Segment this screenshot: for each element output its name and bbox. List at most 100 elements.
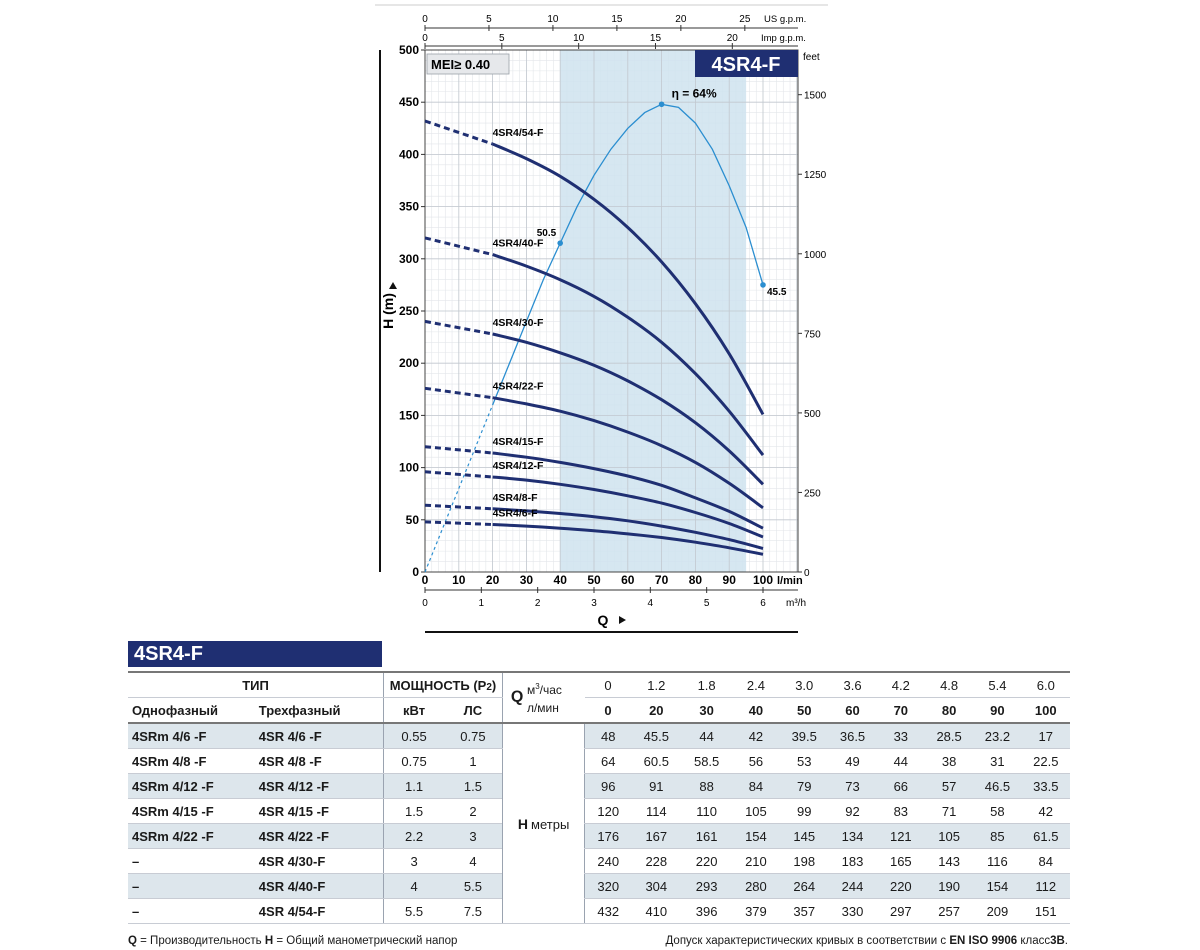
usgpm-tick-label: 20 — [675, 14, 687, 25]
cell-head: 92 — [828, 798, 877, 824]
q-m3h-8: 5.4 — [973, 671, 1022, 698]
m3h-tick-label: 1 — [479, 598, 485, 609]
feet-tick-label: 500 — [804, 409, 821, 420]
y-tick-label: 250 — [399, 304, 419, 318]
footer-h: H — [264, 935, 274, 947]
cell-head: 36.5 — [828, 723, 877, 749]
curve-label: 4SR4/12-F — [493, 460, 544, 472]
cell-three-phase: 4SR 4/30-F — [254, 848, 384, 874]
head-curve — [492, 142, 765, 416]
cell-head: 105 — [924, 823, 974, 849]
feet-unit-label: feet — [803, 52, 820, 63]
mei-badge: MEI≥ 0.40 — [431, 57, 490, 72]
efficiency-point — [658, 101, 665, 108]
cell-head: 190 — [924, 873, 974, 899]
q-lmin-4: 50 — [780, 697, 829, 724]
cell-head: 48 — [584, 723, 632, 749]
cell-head: 114 — [631, 798, 682, 824]
footer-h-text: = Общий манометрический напор — [273, 935, 458, 947]
cell-head: 31 — [973, 748, 1022, 774]
impgpm-tick-label: 20 — [727, 33, 739, 44]
cell-head: 145 — [780, 823, 829, 849]
cell-three-phase: 4SR 4/22 -F — [254, 823, 384, 849]
x-tick-label: 20 — [486, 573, 500, 587]
head-curve-dashed — [424, 236, 493, 257]
cell-head: 432 — [584, 898, 632, 924]
cell-head: 297 — [876, 898, 925, 924]
cell-head: 105 — [731, 798, 781, 824]
cell-head: 17 — [1021, 723, 1070, 749]
cell-single-phase: – — [128, 848, 255, 874]
head-curve — [492, 396, 764, 510]
cell-kw: 0.55 — [383, 723, 444, 749]
cell-head: 110 — [681, 798, 732, 824]
cell-head: 79 — [780, 773, 829, 799]
table-row: 4SRm 4/15 -F 4SR 4/15 -F 1.5 2 120 114 110 105 9… — [128, 798, 1070, 824]
cell-head: 28.5 — [924, 723, 974, 749]
cell-head: 304 — [631, 873, 682, 899]
impgpm-unit-label: Imp g.p.m. — [761, 33, 806, 44]
unit-lmin: л/мин — [526, 701, 559, 715]
cell-head: 198 — [780, 848, 829, 874]
cell-hp: 2 — [444, 798, 503, 824]
cell-head: 57 — [924, 773, 974, 799]
feet-tick-label: 1000 — [804, 250, 827, 261]
curve-label: 4SR4/40-F — [493, 238, 544, 250]
q-m3h-0: 0 — [584, 671, 632, 698]
cell-head: 83 — [876, 798, 925, 824]
impgpm-tick-label: 15 — [650, 33, 662, 44]
cell-head: 85 — [973, 823, 1022, 849]
y-tick-label: 200 — [399, 356, 419, 370]
x-tick-label: 50 — [587, 573, 601, 587]
header-type: ТИП — [128, 671, 384, 698]
q-m3h-4: 3.0 — [780, 671, 829, 698]
cell-single-phase: – — [128, 898, 255, 924]
cell-hp: 7.5 — [444, 898, 503, 924]
cell-head: 99 — [780, 798, 829, 824]
cell-head: 116 — [973, 848, 1022, 874]
x-tick-label: 70 — [655, 573, 669, 587]
cell-head: 91 — [631, 773, 682, 799]
table-row: –4SR 4/30-F 3 4 240 228 220 210 198 183 165 143 116… — [128, 848, 1070, 874]
cell-hp: 3 — [444, 823, 503, 849]
q-m3h-1: 1.2 — [631, 671, 682, 698]
table-header-row-1: ТИП МОЩНОСТЬ (P2) Q м3/час л/мин 0 1.2 1… — [128, 671, 1070, 724]
cell-head: 71 — [924, 798, 974, 824]
y-tick-label: 400 — [399, 147, 419, 161]
x-tick-label: 40 — [554, 573, 568, 587]
head-curve-dashed — [424, 520, 493, 526]
cell-head: 240 — [584, 848, 632, 874]
x-tick-label: 0 — [422, 573, 429, 587]
cell-head: 56 — [731, 748, 781, 774]
h-label: H — [517, 815, 529, 832]
cell-head: 42 — [1021, 798, 1070, 824]
head-curves — [424, 119, 765, 556]
q-m3h-3: 2.4 — [731, 671, 781, 698]
m3h-tick-label: 6 — [760, 598, 766, 609]
footer-tolerance-text: Допуск характеристических кривых в соотв… — [665, 935, 950, 947]
m3h-tick-label: 0 — [422, 598, 428, 609]
cell-hp: 4 — [444, 848, 503, 874]
cell-head: 45.5 — [631, 723, 682, 749]
curve-labels: 4SR4/54-F 4SR4/40-F 4SR4/30-F 4SR4/22-F 4SR4… — [493, 127, 544, 520]
q-lmin-5: 60 — [828, 697, 877, 724]
header-power: МОЩНОСТЬ (P2) — [383, 671, 503, 698]
usgpm-tick-label: 25 — [739, 14, 751, 25]
table-row: 4SRm 4/22 -F 4SR 4/22 -F 2.2 3 176 167 161 154 1… — [128, 823, 1070, 849]
footer-q: Q — [128, 935, 137, 947]
cell-head: 66 — [876, 773, 925, 799]
m3h-tick-label: 2 — [535, 598, 541, 609]
cell-single-phase: – — [128, 873, 255, 899]
table-row: –4SR 4/40-F 4 5.5 320 304 293 280 264 244 220 190 1… — [128, 873, 1070, 899]
y-axis-label: H (m) — [380, 293, 396, 329]
usgpm-tick-label: 0 — [422, 14, 428, 25]
cell-head: 257 — [924, 898, 974, 924]
efficiency-point — [760, 282, 766, 288]
head-curve-dashed — [424, 119, 494, 146]
q-m3h-9: 6.0 — [1021, 671, 1070, 698]
cell-head: 379 — [731, 898, 781, 924]
chart-badges: MEI≥ 0.40 4SR4-F — [426, 50, 798, 77]
cell-kw: 3 — [383, 848, 444, 874]
